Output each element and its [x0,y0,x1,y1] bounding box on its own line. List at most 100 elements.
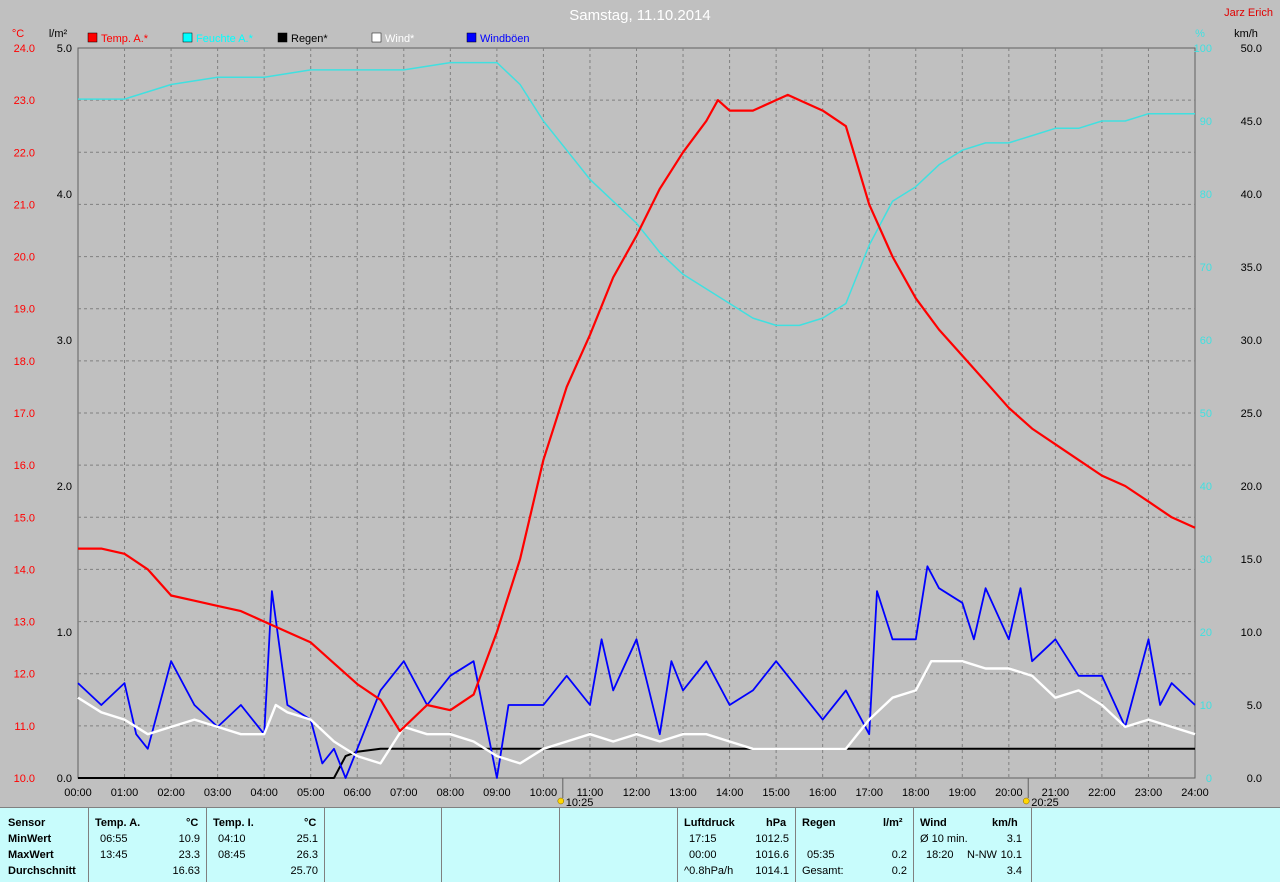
wind-header: Wind [920,817,947,829]
time-tick-label: 05:00 [297,787,325,799]
rain-unit: l/m² [883,817,903,829]
axis-tick-labels: 10.0 11.0 12.0 13.0 14.0 15.0 16.0 17.0 18.0 19.0… [14,43,1262,799]
author-label: Jarz Erich [1224,7,1273,19]
wind-min-label: Ø 10 min. [920,833,968,845]
chart-background [0,0,1280,807]
time-tick-label: 17:00 [855,787,883,799]
rain-total-label: Gesamt: [802,865,844,877]
time-tick-label: 14:00 [716,787,744,799]
time-tick-label: 23:00 [1135,787,1163,799]
humidity-line [78,61,1195,327]
legend-label: Temp. A.* [101,33,149,45]
temp-tick-label: 22.0 [14,147,35,159]
divider [88,808,89,882]
legend-label: Feuchte A.* [196,33,254,45]
legend-label: Regen* [291,33,328,45]
temp-tick-label: 14.0 [14,564,35,576]
chart-title: Samstag, 11.10.2014 [569,7,711,24]
divider [441,808,442,882]
temp-tick-label: 12.0 [14,669,35,681]
wind-tick-label: 5.0 [1247,700,1262,712]
rain-total-value: 0.2 [891,865,907,877]
time-tick-label: 24:00 [1181,787,1209,799]
pressure-unit: hPa [766,817,787,829]
rain-tick-label: 0.0 [57,773,72,785]
gust-line [77,565,1196,779]
rain-unit-label: l/m² [49,28,68,40]
temp-tick-label: 10.0 [14,773,35,785]
wind-tick-label: 20.0 [1241,481,1262,493]
temp-a-header: Temp. A. [95,817,141,829]
temp-tick-label: 23.0 [14,95,35,107]
time-tick-label: 10:00 [530,787,558,799]
divider [1031,808,1032,882]
time-tick-label: 03:00 [204,787,232,799]
wind-tick-label: 40.0 [1241,189,1262,201]
temp-tick-label: 20.0 [14,252,35,264]
humidity-tick-label: 10 [1200,700,1212,712]
legend-swatch [371,32,382,43]
temp-tick-label: 11.0 [14,721,35,733]
wind-max-direction: N-NW [967,849,997,861]
wind-min-value: 3.1 [1006,833,1022,845]
temp-i-header: Temp. I. [213,817,254,829]
hum-unit-label: % [1195,28,1205,40]
legend-swatch [87,32,98,43]
time-tick-label: 18:00 [902,787,930,799]
time-tick-label: 04:00 [250,787,278,799]
temp-i-max-value: 26.3 [296,849,318,861]
humidity-tick-label: 0 [1206,773,1212,785]
wind-max-value: 10.1 [1000,849,1022,861]
temp-tick-label: 16.0 [14,460,35,472]
pressure-average: 1014.1 [755,865,789,877]
rain-tick-label: 1.0 [57,627,72,639]
temp-unit-label: °C [12,28,24,40]
time-tick-label: 21:00 [1042,787,1070,799]
humidity-tick-label: 70 [1200,262,1212,274]
time-tick-label: 16:00 [809,787,837,799]
sunset-icon [1022,797,1030,805]
wind-line [77,660,1196,765]
temp-i-min-time: 04:10 [218,833,246,845]
sun-markers: 10:25 20:25 [557,778,1059,807]
temp-i-unit: °C [304,817,317,829]
sunset-label: 20:25 [1031,797,1059,807]
legend-swatch [277,32,288,43]
humidity-tick-label: 30 [1200,554,1212,566]
sunrise-icon [557,797,565,805]
wind-tick-label: 30.0 [1241,335,1262,347]
humidity-tick-label: 20 [1200,627,1212,639]
rain-tick-label: 4.0 [57,189,72,201]
legend-swatch [466,32,477,43]
temp-tick-label: 24.0 [14,43,35,55]
legend-swatch [182,32,193,43]
divider [795,808,796,882]
temp-i-min-value: 25.1 [296,833,318,845]
rain-max-value: 0.2 [891,849,907,861]
rain-tick-label: 2.0 [57,481,72,493]
time-tick-label: 20:00 [995,787,1023,799]
humidity-tick-label: 90 [1200,116,1212,128]
rain-tick-label: 3.0 [57,335,72,347]
chart-series [77,61,1196,779]
pressure-max-value: 1016.6 [755,849,789,861]
temp-a-max-time: 13:45 [100,849,128,861]
rain-line [78,747,1195,779]
divider [559,808,560,882]
time-tick-label: 15:00 [762,787,790,799]
temp-tick-label: 18.0 [14,356,35,368]
time-tick-label: 06:00 [343,787,371,799]
rain-header: Regen [802,817,836,829]
pressure-trend: ^0.8hPa/h [684,865,734,877]
temp-i-average: 25.70 [290,865,318,877]
weather-chart: Samstag, 11.10.2014 Jarz Erich °C l/m² %… [0,0,1280,807]
statistics-panel: Sensor MinWert MaxWert Durchschnitt Temp… [0,807,1280,882]
temp-a-average: 16.63 [172,865,200,877]
wind-unit: km/h [992,817,1018,829]
wind-tick-label: 25.0 [1241,408,1262,420]
wind-unit-label: km/h [1234,28,1258,40]
time-tick-label: 02:00 [157,787,185,799]
temp-i-max-time: 08:45 [218,849,246,861]
temp-tick-label: 21.0 [14,199,35,211]
maxwert-label: MaxWert [8,849,54,861]
